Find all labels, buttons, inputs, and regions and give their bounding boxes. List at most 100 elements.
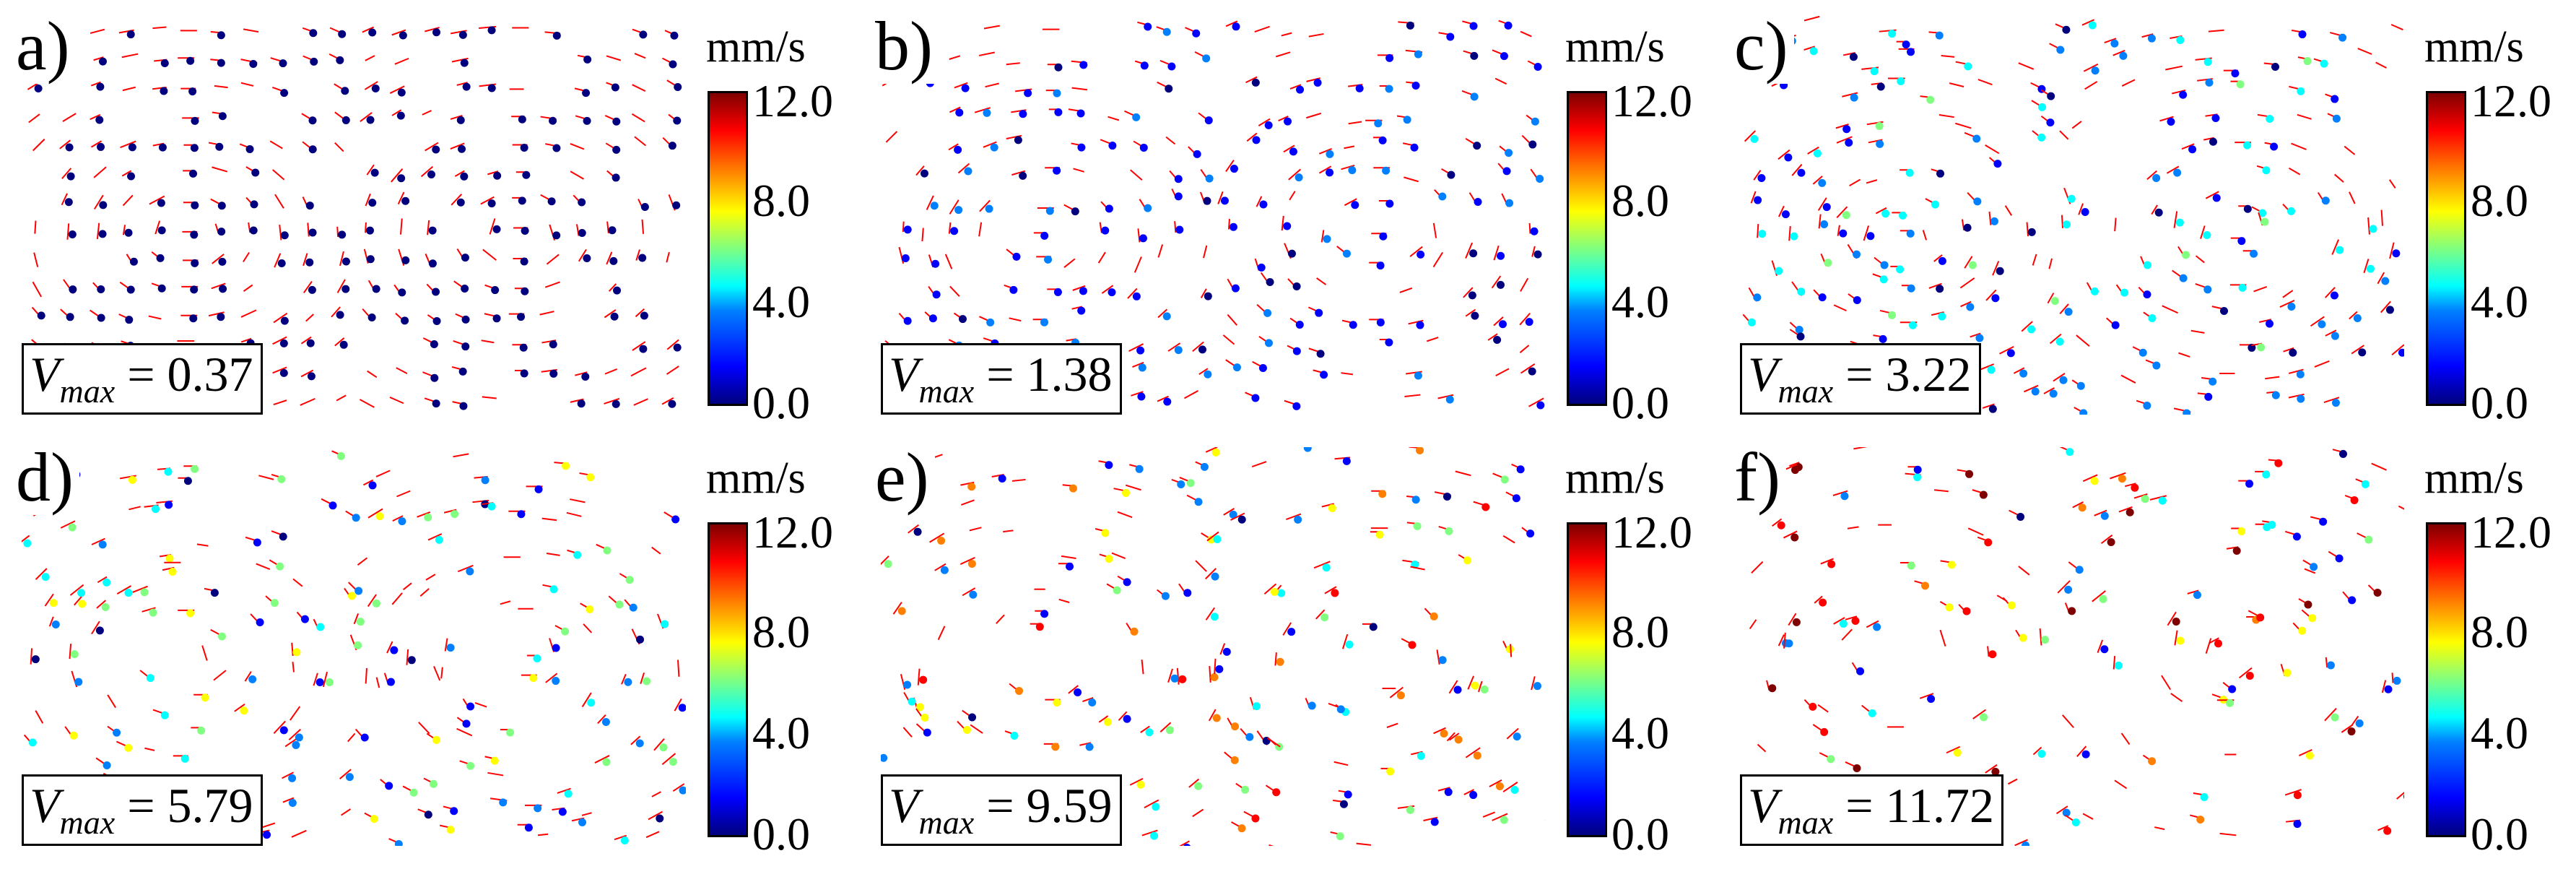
particle [1229, 510, 1237, 519]
particle [673, 116, 682, 125]
particle [2364, 535, 2373, 544]
velocity-vector [937, 626, 946, 641]
velocity-vector [1482, 811, 1495, 818]
velocity-vector [1230, 512, 1245, 521]
velocity-vector [120, 140, 136, 149]
velocity-vector [425, 27, 440, 33]
particle [2047, 92, 2055, 100]
particle [218, 257, 227, 266]
particle [903, 680, 912, 689]
particle [1139, 143, 1148, 152]
velocity-vector [269, 140, 283, 150]
particle [1445, 527, 1453, 535]
particle [128, 475, 136, 484]
particle [1348, 166, 1357, 175]
particle [1453, 686, 1462, 694]
particle [2326, 661, 2335, 670]
velocity-vector [1006, 134, 1022, 139]
particle [578, 228, 586, 237]
velocity-vector [96, 222, 100, 240]
particle [2214, 639, 2223, 648]
velocity-vector [48, 616, 54, 627]
velocity-vector [1209, 666, 1211, 683]
velocity-vector [978, 222, 983, 237]
particle [1931, 200, 1939, 209]
velocity-vector [152, 26, 167, 30]
particle [1530, 227, 1539, 235]
particle [288, 799, 297, 808]
colorbar [1567, 91, 1607, 406]
particle [1876, 139, 1884, 148]
velocity-vector [1206, 531, 1219, 542]
velocity-vector [1125, 484, 1141, 491]
velocity-vector [2209, 637, 2219, 644]
particle [409, 788, 418, 797]
particle [1161, 592, 1170, 600]
vmax-subscript: max [59, 373, 116, 410]
velocity-field [881, 447, 1545, 846]
particle [1988, 650, 1997, 659]
particle [1165, 726, 1174, 735]
vmax-subscript: max [1777, 373, 1834, 410]
velocity-vector [1141, 829, 1158, 836]
velocity-vector [985, 82, 999, 88]
velocity-vector [2331, 239, 2340, 255]
particle [1071, 207, 1079, 216]
velocity-vector [362, 26, 375, 33]
velocity-vector [1463, 287, 1474, 298]
particle [328, 501, 337, 510]
particle [2019, 369, 2028, 378]
particle [37, 311, 45, 320]
particle [921, 714, 929, 722]
particle [1326, 168, 1334, 177]
particle [1342, 249, 1351, 258]
particle [1993, 160, 2002, 168]
velocity-vector [1519, 345, 1530, 353]
particle [499, 798, 508, 807]
velocity-vector [1849, 178, 1861, 186]
velocity-vector [1267, 737, 1281, 748]
particle [280, 231, 289, 240]
velocity-vector [2121, 79, 2136, 87]
particle [98, 230, 107, 238]
particle [1870, 67, 1879, 76]
velocity-vector [949, 199, 960, 215]
velocity-vector [28, 113, 40, 124]
velocity-vector [2146, 170, 2157, 181]
velocity-vector [570, 498, 586, 503]
particle [341, 116, 350, 124]
velocity-vector [1789, 462, 1800, 467]
velocity-vector [2357, 48, 2372, 55]
particle [2320, 59, 2328, 68]
particle [2384, 685, 2393, 693]
particle [908, 697, 916, 706]
particle [160, 87, 168, 95]
particle [101, 602, 110, 611]
velocity-vector [1348, 121, 1362, 125]
velocity-vector [30, 648, 33, 665]
particle [1790, 533, 1799, 542]
velocity-vector [648, 810, 663, 821]
particle [1964, 62, 1972, 71]
velocity-vector [2114, 779, 2128, 790]
particle [573, 550, 582, 559]
particle [146, 674, 155, 683]
velocity-vector [2039, 628, 2042, 646]
velocity-vector [1972, 709, 1986, 719]
velocity-vector [1985, 764, 1998, 774]
particle [1294, 515, 1302, 524]
velocity-vector [1803, 16, 1820, 22]
velocity-vector [960, 556, 975, 565]
particle [937, 536, 946, 545]
velocity-vector [2282, 290, 2294, 298]
particle [1754, 196, 1762, 204]
velocity-vector [634, 53, 646, 59]
particle [549, 116, 557, 125]
velocity-vector [1063, 258, 1076, 268]
velocity-vector [90, 81, 101, 87]
particle [1054, 108, 1063, 116]
particle [1966, 303, 1975, 311]
particle [1972, 134, 1981, 143]
velocity-vector [2062, 714, 2074, 728]
velocity-vector [1275, 51, 1291, 58]
